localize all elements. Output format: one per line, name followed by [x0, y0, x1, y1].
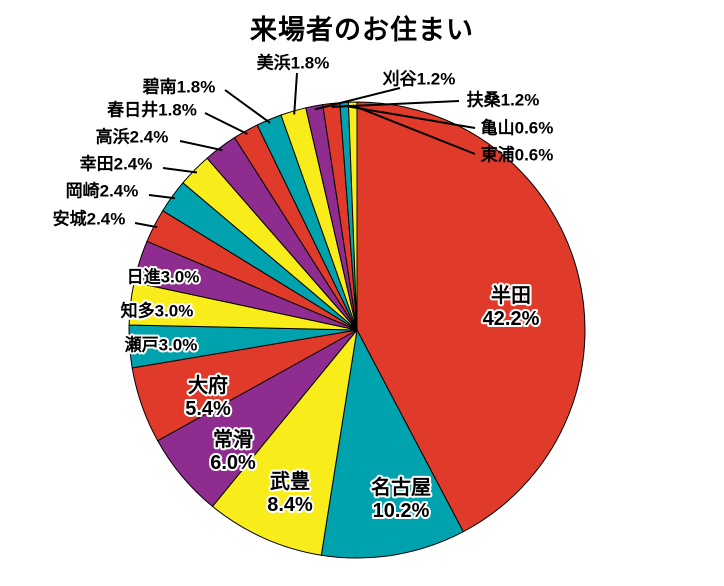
slice-name-2: 武豊 — [270, 469, 310, 493]
slice-pct-2: 8.4% — [267, 494, 313, 516]
slice-label-17: 亀山0.6% — [481, 118, 554, 138]
slice-name-3: 常滑 — [213, 428, 253, 451]
slice-label-18: 東浦0.6% — [481, 145, 554, 165]
slice-label-16: 扶桑1.2% — [467, 90, 540, 110]
leader-line-14 — [293, 72, 298, 115]
slice-pct-0: 42.2% — [483, 308, 540, 330]
slice-label-13: 碧南1.8% — [142, 77, 216, 97]
slice-label-8: 安城2.4% — [53, 209, 126, 229]
slice-pct-1: 10.2% — [373, 500, 430, 522]
pie-slice-18 — [347, 101, 358, 331]
slice-pct-3: 6.0% — [210, 452, 256, 474]
pie-slice-1 — [320, 328, 464, 559]
leader-line-12 — [204, 112, 248, 135]
slice-label-5: 瀬戸3.0% — [125, 336, 198, 355]
slice-label-11: 高浜2.4% — [96, 127, 169, 147]
leader-line-15 — [314, 87, 401, 111]
chart-title: 来場者のお住まい — [250, 15, 474, 45]
slice-name-4: 大府 — [188, 373, 228, 397]
slice-label-15: 刈谷1.2% — [383, 69, 456, 89]
leader-line-17 — [344, 104, 476, 129]
slice-label-10: 幸田2.4% — [80, 154, 153, 174]
slice-label-9: 岡崎2.4% — [66, 181, 139, 201]
slice-label-14: 美浜1.8% — [257, 53, 330, 73]
leader-line-18 — [352, 104, 476, 155]
leader-line-10 — [162, 167, 198, 174]
slice-label-7: 日進3.0% — [127, 268, 200, 287]
slice-label-6: 知多3.0% — [120, 301, 194, 321]
leader-line-8 — [134, 222, 158, 229]
leader-line-11 — [179, 140, 223, 152]
slice-name-1: 名古屋 — [371, 475, 431, 499]
slice-name-0: 半田 — [491, 283, 531, 307]
slice-label-12: 春日井1.8% — [107, 100, 197, 120]
pie-slice-2 — [211, 328, 358, 556]
slice-pct-4: 5.4% — [185, 398, 231, 420]
leader-line-13 — [224, 89, 271, 124]
pie-slice-0 — [356, 101, 586, 533]
leader-line-9 — [148, 194, 176, 200]
